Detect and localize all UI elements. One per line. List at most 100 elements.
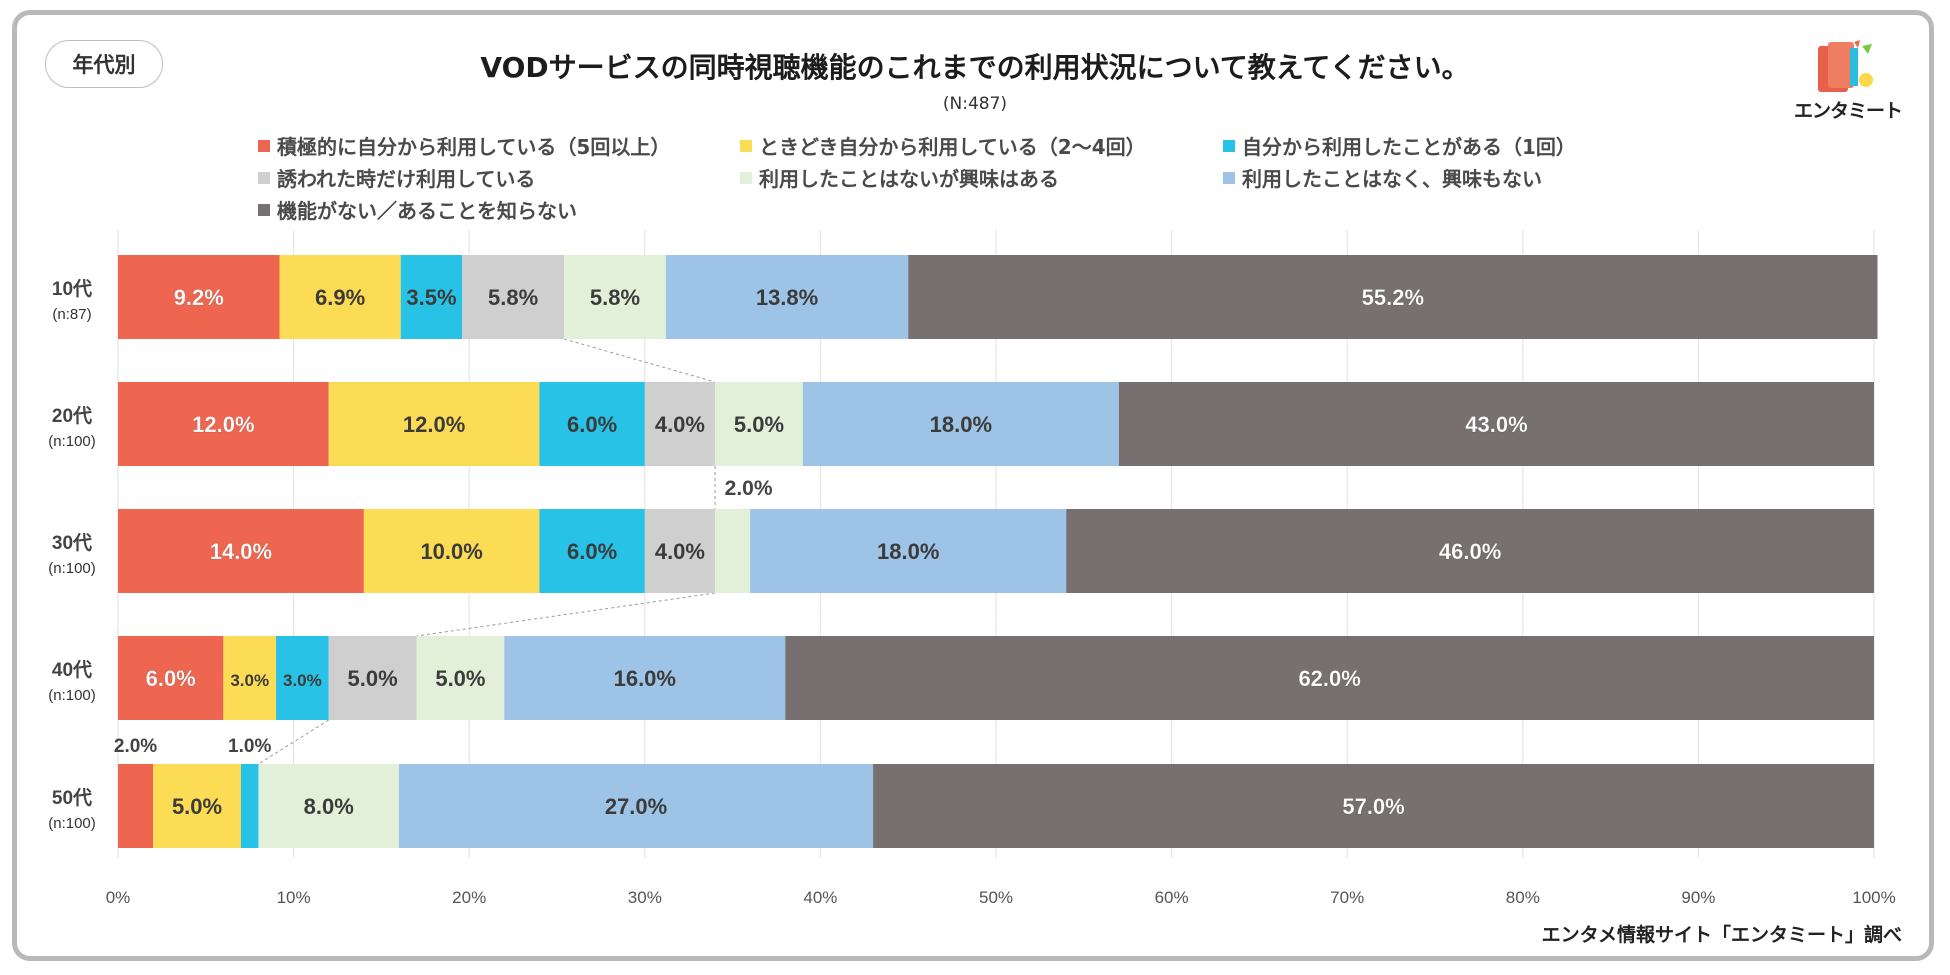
legend-label: 自分から利用したことがある（1回） [1242, 135, 1576, 159]
category-label: 30代 [52, 532, 92, 554]
x-tick-label: 60% [1155, 888, 1189, 907]
legend-label: 積極的に自分から利用している（5回以上） [277, 135, 671, 159]
data-label: 2.0% [114, 736, 157, 757]
x-tick-label: 80% [1506, 888, 1540, 907]
data-label: 4.0% [655, 539, 705, 564]
legend-swatch [258, 139, 270, 152]
legend-swatch [258, 203, 270, 216]
data-label: 1.0% [228, 736, 271, 757]
logo-text: エンタミート [1793, 100, 1903, 122]
bar-segment [328, 636, 417, 720]
sample-size-label: (n:100) [48, 560, 96, 577]
x-tick-label: 50% [979, 888, 1013, 907]
data-label: 16.0% [614, 666, 676, 691]
sample-size-label: (n:100) [48, 433, 96, 450]
legend-item-once: 自分から利用したことがある（1回） [1223, 131, 1576, 160]
bar-segment [644, 382, 716, 466]
source-credit: エンタメ情報サイト「エンタミート」調べ [1541, 924, 1902, 946]
x-tick-label: 40% [803, 888, 837, 907]
bar-segment [258, 764, 399, 848]
bar-segment [539, 509, 645, 593]
bar-segment [665, 255, 909, 339]
category-label: 40代 [52, 659, 92, 681]
bar-segment [715, 382, 803, 466]
data-label: 18.0% [930, 412, 992, 437]
data-label: 12.0% [192, 412, 254, 437]
legend-item-invited: 誘われた時だけ利用している [258, 163, 535, 192]
data-label: 5.8% [488, 285, 538, 310]
bar-segment [118, 636, 224, 720]
data-label: 5.0% [734, 412, 784, 437]
data-label: 8.0% [304, 794, 354, 819]
bar-segment [539, 382, 645, 466]
bar-segment [240, 764, 259, 848]
bar-segment [1066, 509, 1874, 593]
data-label: 55.2% [1362, 285, 1424, 310]
data-label: 12.0% [403, 412, 465, 437]
bar-segment [873, 764, 1874, 848]
data-label: 10.0% [420, 539, 482, 564]
bar-segment [153, 764, 241, 848]
bar-segment [328, 382, 540, 466]
bar-segment [118, 255, 280, 339]
data-label: 62.0% [1298, 666, 1360, 691]
logo-book-shape [1828, 42, 1854, 88]
data-label: 27.0% [605, 794, 667, 819]
x-tick-label: 30% [628, 888, 662, 907]
sample-size-label: (n:100) [48, 687, 96, 704]
bar-segment [279, 255, 401, 339]
data-label: 14.0% [210, 539, 272, 564]
x-tick-label: 90% [1681, 888, 1715, 907]
data-label: 3.5% [406, 285, 456, 310]
data-label: 6.0% [146, 666, 196, 691]
data-label: 5.8% [590, 285, 640, 310]
bar-segment [908, 255, 1878, 339]
bar-segment [223, 636, 277, 720]
data-label: 9.2% [174, 285, 224, 310]
series-connector-line [416, 592, 716, 637]
age-group-badge: 年代別 [45, 40, 163, 88]
data-label: 5.0% [348, 666, 398, 691]
x-tick-label: 0% [106, 888, 131, 907]
data-label: 57.0% [1342, 794, 1404, 819]
bar-segment [118, 382, 329, 466]
x-tick-label: 20% [452, 888, 486, 907]
data-label: 3.0% [283, 671, 322, 690]
legend-item-interested: 利用したことはないが興味はある [740, 163, 1059, 192]
bar-segment [564, 255, 666, 339]
bar-segment [644, 509, 716, 593]
data-label: 13.8% [756, 285, 818, 310]
category-label: 10代 [52, 278, 92, 300]
legend-item-frequent: 積極的に自分から利用している（5回以上） [258, 131, 670, 160]
data-label: 6.9% [315, 285, 365, 310]
bar-segment [715, 509, 751, 593]
category-label: 20代 [52, 405, 92, 427]
bar-segment [1118, 382, 1874, 466]
legend-swatch [1223, 171, 1235, 184]
bar-segment [118, 764, 154, 848]
x-tick-label: 100% [1852, 888, 1895, 907]
legend-item-sometimes: ときどき自分から利用している（2〜4回） [740, 131, 1146, 160]
series-connector-line [563, 338, 716, 383]
x-tick-label: 70% [1330, 888, 1364, 907]
legend-label: 利用したことはなく、興味もない [1242, 167, 1542, 191]
bar-segment [750, 509, 1067, 593]
bar-segment [363, 509, 540, 593]
legend-label: 誘われた時だけ利用している [277, 167, 536, 191]
sample-size-note: (N:487) [942, 94, 1008, 114]
data-label: 6.0% [567, 412, 617, 437]
legend-label: ときどき自分から利用している（2〜4回） [759, 135, 1146, 159]
legend-swatch [740, 171, 752, 184]
legend-item-unaware: 機能がない／あることを知らない [258, 195, 577, 224]
bar-segment [504, 636, 786, 720]
data-label: 4.0% [655, 412, 705, 437]
sample-size-label: (n:87) [52, 306, 91, 323]
data-label: 46.0% [1439, 539, 1501, 564]
legend-swatch [740, 139, 752, 152]
bar-segment [802, 382, 1119, 466]
logo-leaf-shape [1862, 44, 1872, 54]
legend-label: 利用したことはないが興味はある [759, 167, 1059, 191]
data-label: 2.0% [725, 477, 773, 500]
data-label: 43.0% [1465, 412, 1527, 437]
